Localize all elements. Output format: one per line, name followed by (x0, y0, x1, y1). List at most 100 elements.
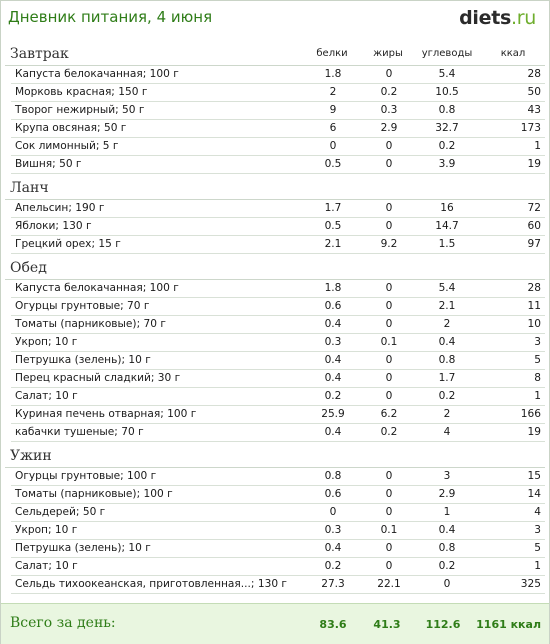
fat-value: 0 (385, 318, 393, 330)
kcal-value: 43 (527, 104, 541, 116)
site-logo[interactable]: diets.ru (459, 7, 536, 29)
kcal-value: 3 (534, 336, 541, 348)
column-header-carbs: углеводы (421, 48, 473, 59)
logo-main: diets (459, 7, 511, 29)
kcal-value: 19 (527, 158, 541, 170)
kcal-value: 97 (527, 238, 541, 250)
food-name: Салат; 10 г (15, 390, 78, 402)
carbs-value: 2.1 (438, 300, 456, 312)
total-kcal: 1161 ккал (476, 618, 541, 631)
table-row[interactable]: Капуста белокачанная; 100 г 1.8 0 5.4 28 (11, 280, 545, 298)
fat-value: 0 (385, 220, 393, 232)
fat-value: 6.2 (380, 408, 398, 420)
table-row[interactable]: Куриная печень отварная; 100 г 25.9 6.2 2 16… (11, 406, 545, 424)
protein-value: 0.3 (324, 524, 342, 536)
fat-value: 22.1 (377, 578, 401, 590)
section-title: Ланч (10, 180, 49, 196)
kcal-value: 5 (534, 354, 541, 366)
total-label: Всего за день: (10, 615, 116, 631)
protein-value: 0.3 (324, 336, 342, 348)
table-row[interactable]: Салат; 10 г 0.2 0 0.2 1 (11, 558, 545, 576)
protein-value: 25.9 (321, 408, 345, 420)
kcal-value: 5 (534, 542, 541, 554)
table-row[interactable]: Капуста белокачанная; 100 г 1.8 0 5.4 28 (11, 66, 545, 84)
table-row[interactable]: Апельсин; 190 г 1.7 0 16 72 (11, 200, 545, 218)
food-name: Укроп; 10 г (15, 336, 78, 348)
carbs-value: 0.8 (438, 104, 456, 116)
protein-value: 1.8 (324, 282, 342, 294)
food-name: Томаты (парниковые); 100 г (15, 488, 173, 500)
table-row[interactable]: Яблоки; 130 г 0.5 0 14.7 60 (11, 218, 545, 236)
kcal-value: 8 (534, 372, 541, 384)
fat-value: 0 (385, 68, 393, 80)
fat-value: 2.9 (380, 122, 398, 134)
table-row[interactable]: Творог нежирный; 50 г 9 0.3 0.8 43 (11, 102, 545, 120)
food-name: Перец красный сладкий; 30 г (15, 372, 181, 384)
kcal-value: 28 (527, 68, 541, 80)
fat-value: 0 (385, 488, 393, 500)
fat-value: 9.2 (380, 238, 398, 250)
carbs-value: 0.8 (438, 354, 456, 366)
food-name: Сельдерей; 50 г (15, 506, 106, 518)
food-name: Творог нежирный; 50 г (15, 104, 145, 116)
table-row[interactable]: Перец красный сладкий; 30 г 0.4 0 1.7 8 (11, 370, 545, 388)
food-name: Укроп; 10 г (15, 524, 78, 536)
protein-value: 0.4 (324, 542, 342, 554)
protein-value: 0.4 (324, 318, 342, 330)
kcal-value: 15 (527, 470, 541, 482)
table-row[interactable]: Сельдь тихоокеанская, приготовленная...;… (11, 576, 545, 594)
table-row[interactable]: Петрушка (зелень); 10 г 0.4 0 0.8 5 (11, 540, 545, 558)
table-row[interactable]: Укроп; 10 г 0.3 0.1 0.4 3 (11, 522, 545, 540)
table-row[interactable]: Сельдерей; 50 г 0 0 1 4 (11, 504, 545, 522)
protein-value: 0.6 (324, 488, 342, 500)
header: Дневник питания, 4 июня diets.ru (1, 1, 549, 37)
carbs-value: 1.7 (438, 372, 456, 384)
carbs-value: 0 (443, 578, 451, 590)
food-name: Капуста белокачанная; 100 г (15, 68, 179, 80)
kcal-value: 166 (520, 408, 541, 420)
table-row[interactable]: Огурцы грунтовые; 70 г 0.6 0 2.1 11 (11, 298, 545, 316)
fat-value: 0 (385, 390, 393, 402)
kcal-value: 325 (520, 578, 541, 590)
section-header: Ужин (5, 447, 545, 468)
section-header: Обед (5, 259, 545, 280)
food-name: Капуста белокачанная; 100 г (15, 282, 179, 294)
kcal-value: 173 (520, 122, 541, 134)
kcal-value: 11 (527, 300, 541, 312)
fat-value: 0 (385, 506, 393, 518)
column-header-kcal: ккал (500, 48, 526, 59)
fat-value: 0 (385, 282, 393, 294)
table-row[interactable]: Томаты (парниковые); 70 г 0.4 0 2 10 (11, 316, 545, 334)
table-row[interactable]: Сок лимонный; 5 г 0 0 0.2 1 (11, 138, 545, 156)
kcal-value: 28 (527, 282, 541, 294)
carbs-value: 16 (440, 202, 454, 214)
protein-value: 27.3 (321, 578, 345, 590)
table-row[interactable]: кабачки тушеные; 70 г 0.4 0.2 4 19 (11, 424, 545, 442)
table-row[interactable]: Крупа овсяная; 50 г 6 2.9 32.7 173 (11, 120, 545, 138)
food-name: Петрушка (зелень); 10 г (15, 354, 151, 366)
carbs-value: 2.9 (438, 488, 456, 500)
table-row[interactable]: Вишня; 50 г 0.5 0 3.9 19 (11, 156, 545, 174)
page-title: Дневник питания, 4 июня (8, 8, 213, 26)
table-row[interactable]: Огурцы грунтовые; 100 г 0.8 0 3 15 (11, 468, 545, 486)
column-header-fat: жиры (373, 48, 403, 59)
table-row[interactable]: Грецкий орех; 15 г 2.1 9.2 1.5 97 (11, 236, 545, 254)
section-title: Обед (10, 260, 47, 276)
table-row[interactable]: Укроп; 10 г 0.3 0.1 0.4 3 (11, 334, 545, 352)
protein-value: 0.2 (324, 560, 342, 572)
food-name: Апельсин; 190 г (15, 202, 105, 214)
fat-value: 0 (385, 140, 393, 152)
protein-value: 0.4 (324, 354, 342, 366)
table-row[interactable]: Морковь красная; 150 г 2 0.2 10.5 50 (11, 84, 545, 102)
fat-value: 0 (385, 300, 393, 312)
food-name: Морковь красная; 150 г (15, 86, 148, 98)
table-row[interactable]: Салат; 10 г 0.2 0 0.2 1 (11, 388, 545, 406)
fat-value: 0 (385, 202, 393, 214)
fat-value: 0 (385, 542, 393, 554)
kcal-value: 50 (527, 86, 541, 98)
kcal-value: 72 (527, 202, 541, 214)
protein-value: 0.5 (324, 158, 342, 170)
table-row[interactable]: Петрушка (зелень); 10 г 0.4 0 0.8 5 (11, 352, 545, 370)
kcal-value: 19 (527, 426, 541, 438)
table-row[interactable]: Томаты (парниковые); 100 г 0.6 0 2.9 14 (11, 486, 545, 504)
